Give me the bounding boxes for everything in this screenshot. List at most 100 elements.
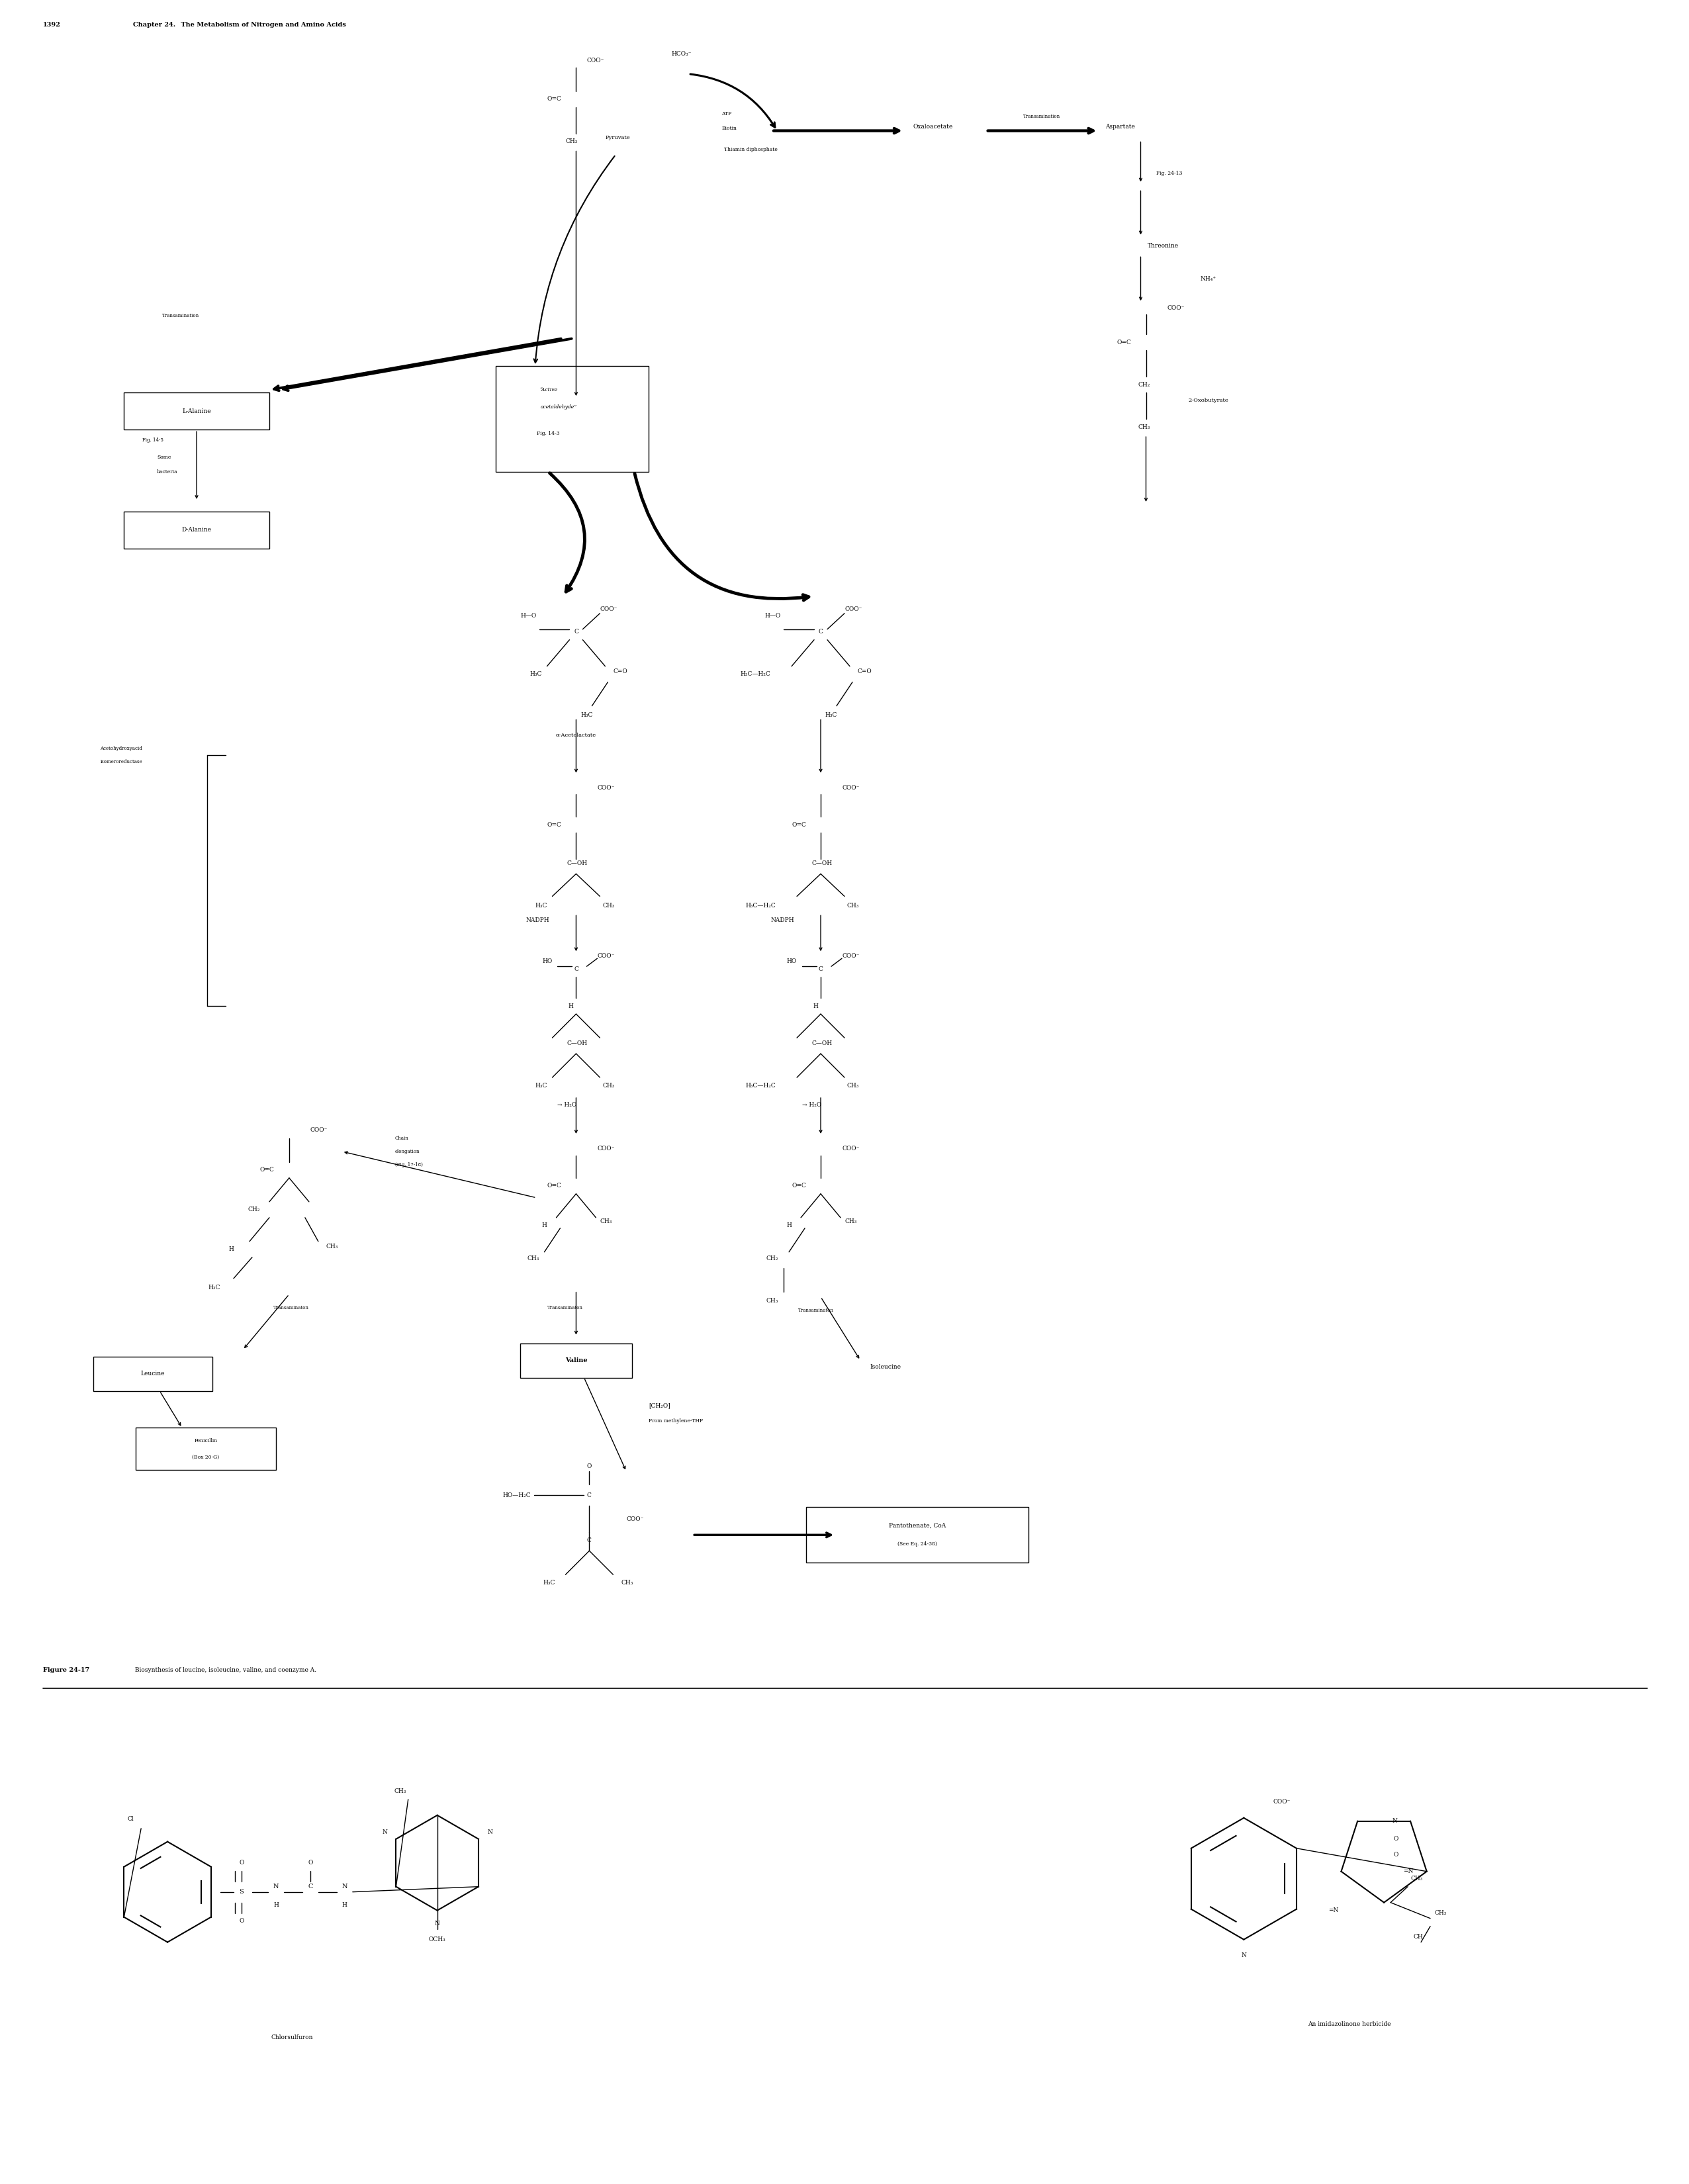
Text: H₃C: H₃C	[581, 712, 593, 719]
Text: S: S	[240, 1889, 243, 1896]
Text: COO⁻: COO⁻	[598, 784, 615, 791]
Text: An imidazolinone herbicide: An imidazolinone herbicide	[1307, 2020, 1392, 2027]
Text: CH₃: CH₃	[844, 1219, 856, 1225]
Text: Fig. 24-13: Fig. 24-13	[1157, 170, 1182, 175]
Text: N: N	[488, 1830, 493, 1835]
Bar	[135, 1428, 275, 1470]
Text: CH: CH	[1414, 1933, 1422, 1939]
Text: C: C	[819, 629, 823, 636]
Bar	[123, 393, 269, 430]
Text: COO⁻: COO⁻	[598, 952, 615, 959]
Text: “Active: “Active	[539, 387, 557, 393]
Text: OCH₃: OCH₃	[429, 1937, 446, 1942]
Text: (Box 20-G): (Box 20-G)	[193, 1455, 220, 1459]
Text: NH₄⁺: NH₄⁺	[1201, 275, 1216, 282]
Text: O: O	[1393, 1852, 1398, 1859]
Text: O: O	[586, 1463, 591, 1470]
Text: O=C: O=C	[547, 96, 561, 103]
Text: H: H	[568, 1002, 573, 1009]
Text: COO⁻: COO⁻	[841, 1147, 860, 1151]
Text: Isoleucine: Isoleucine	[870, 1365, 900, 1369]
Text: CH₃: CH₃	[394, 1789, 407, 1795]
Text: =N: =N	[1329, 1907, 1339, 1913]
Text: CH₃: CH₃	[566, 138, 578, 144]
Text: COO⁻: COO⁻	[1167, 306, 1184, 310]
Text: N: N	[434, 1920, 439, 1926]
Text: CH₃: CH₃	[767, 1297, 779, 1304]
Text: H—O: H—O	[520, 614, 537, 618]
Text: CH₂: CH₂	[767, 1256, 779, 1262]
Text: Fig. 14-3: Fig. 14-3	[537, 430, 559, 437]
Text: CH₃: CH₃	[603, 1083, 615, 1088]
Text: Pyruvate: Pyruvate	[605, 135, 630, 140]
Text: CH₃: CH₃	[622, 1579, 633, 1586]
Text: N: N	[1241, 1952, 1246, 1959]
Text: 2-Oxobutyrate: 2-Oxobutyrate	[1189, 397, 1228, 404]
Text: Figure 24-17: Figure 24-17	[44, 1666, 90, 1673]
Text: H₃C: H₃C	[826, 712, 838, 719]
Text: Transaminaton: Transaminaton	[547, 1304, 583, 1310]
Text: CH₃: CH₃	[1138, 424, 1150, 430]
Bar	[495, 367, 649, 472]
Text: CH₃: CH₃	[600, 1219, 611, 1225]
Text: acetaldehyde”: acetaldehyde”	[540, 404, 578, 411]
Text: C—OH: C—OH	[811, 860, 833, 867]
Text: Some: Some	[157, 454, 171, 461]
Text: Chlorsulfuron: Chlorsulfuron	[270, 2033, 312, 2040]
Text: COO⁻: COO⁻	[598, 1147, 615, 1151]
Text: O: O	[307, 1861, 312, 1865]
Text: C=O: C=O	[613, 668, 628, 675]
Text: O=C: O=C	[547, 1184, 561, 1188]
Text: Cl: Cl	[127, 1817, 133, 1821]
Text: → H₂O: → H₂O	[557, 1103, 578, 1107]
Text: N: N	[341, 1883, 348, 1889]
Text: Thiamin diphosphate: Thiamin diphosphate	[725, 146, 777, 153]
Text: COO⁻: COO⁻	[841, 952, 860, 959]
Text: H₃C: H₃C	[535, 902, 547, 909]
Text: H—O: H—O	[765, 614, 780, 618]
Text: C—OH: C—OH	[568, 860, 588, 867]
Text: From methylene-THF: From methylene-THF	[649, 1420, 703, 1424]
Text: CH₃: CH₃	[848, 1083, 860, 1088]
Text: COO⁻: COO⁻	[311, 1127, 328, 1133]
Text: → H₂O: → H₂O	[802, 1103, 821, 1107]
Text: CH₃: CH₃	[326, 1243, 338, 1249]
Text: H: H	[542, 1223, 547, 1230]
Text: elongation: elongation	[395, 1149, 421, 1153]
Text: COO⁻: COO⁻	[627, 1516, 644, 1522]
Text: O=C: O=C	[792, 821, 806, 828]
Text: H₃C—H₂C: H₃C—H₂C	[745, 1083, 775, 1088]
Text: (See Eq. 24-38): (See Eq. 24-38)	[897, 1542, 937, 1546]
Text: CH₂: CH₂	[1138, 382, 1150, 387]
Text: COO⁻: COO⁻	[586, 57, 605, 63]
Text: CH₃: CH₃	[1410, 1876, 1422, 1883]
Text: C—OH: C—OH	[568, 1040, 588, 1046]
Text: L-Alanine: L-Alanine	[182, 408, 211, 415]
Text: [CH₂O]: [CH₂O]	[649, 1402, 671, 1409]
Text: O=C: O=C	[547, 821, 561, 828]
Text: H₃C—H₂C: H₃C—H₂C	[740, 670, 770, 677]
Text: Transaminaton: Transaminaton	[274, 1304, 309, 1310]
Text: HO: HO	[542, 959, 552, 963]
Text: H: H	[228, 1247, 233, 1251]
Bar	[806, 1507, 1029, 1564]
Text: Biotin: Biotin	[721, 124, 736, 131]
Text: HO: HO	[787, 959, 797, 963]
Text: O=C: O=C	[260, 1166, 275, 1173]
Text: H: H	[274, 1902, 279, 1909]
Text: CH₃: CH₃	[848, 902, 860, 909]
Text: COO⁻: COO⁻	[841, 784, 860, 791]
Text: Leucine: Leucine	[140, 1372, 166, 1376]
Text: =N: =N	[1404, 1870, 1414, 1874]
Text: CH₃: CH₃	[527, 1256, 539, 1262]
Text: ATP: ATP	[721, 111, 731, 116]
Text: NADPH: NADPH	[770, 917, 794, 924]
Text: Oxaloacetate: Oxaloacetate	[914, 124, 953, 129]
Text: C: C	[588, 1538, 591, 1544]
Text: isomeroreductase: isomeroreductase	[100, 758, 142, 764]
Text: C: C	[819, 965, 823, 972]
Text: C: C	[307, 1883, 312, 1889]
Bar	[520, 1343, 632, 1378]
Text: Aspartate: Aspartate	[1105, 124, 1135, 129]
Text: H₃C—H₂C: H₃C—H₂C	[745, 902, 775, 909]
